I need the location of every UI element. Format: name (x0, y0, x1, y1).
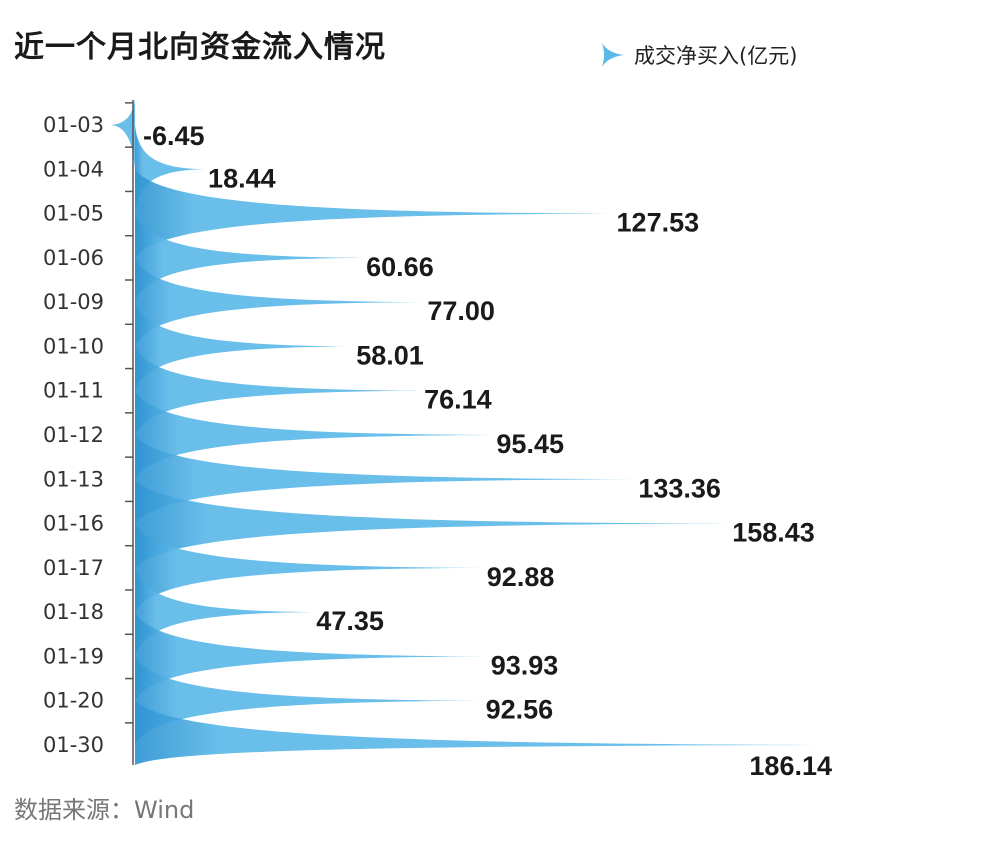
spike-group (110, 98, 832, 765)
tick-label-01-17: 01-17 (43, 556, 104, 580)
data-label-01-06: 60.66 (366, 252, 434, 282)
tick-label-01-13: 01-13 (43, 467, 104, 491)
data-label-01-04: 18.44 (208, 163, 276, 193)
tick-label-01-03: 01-03 (43, 113, 104, 137)
bar-01-20 (135, 656, 482, 745)
data-label-01-03: -6.45 (143, 121, 205, 151)
bar-01-13 (135, 435, 635, 524)
tick-label-01-19: 01-19 (43, 644, 104, 668)
bar-01-04 (135, 125, 205, 214)
bar-01-17 (135, 523, 483, 613)
bar-01-12 (135, 390, 493, 480)
bar-01-30 (135, 700, 832, 765)
data-label-01-12: 95.45 (496, 429, 564, 459)
data-label-01-05: 127.53 (617, 208, 700, 238)
bar-01-11 (135, 346, 421, 435)
data-label-01-09: 77.00 (427, 296, 495, 326)
data-label-01-30: 186.14 (749, 751, 832, 781)
data-label-01-13: 133.36 (638, 473, 721, 503)
tick-label-01-16: 01-16 (43, 512, 104, 536)
legend: 成交净买入(亿元) (600, 40, 797, 70)
bar-01-03 (110, 98, 135, 170)
tick-label-01-11: 01-11 (43, 379, 104, 403)
tick-label-01-12: 01-12 (43, 423, 104, 447)
tick-label-01-10: 01-10 (43, 334, 104, 358)
tick-label-01-06: 01-06 (43, 246, 104, 270)
bar-01-10 (135, 302, 353, 391)
tick-label-01-20: 01-20 (43, 689, 104, 713)
bar-01-09 (135, 257, 424, 347)
tick-label-01-30: 01-30 (43, 733, 104, 757)
data-label-01-11: 76.14 (424, 385, 492, 415)
tick-label-01-09: 01-09 (43, 290, 104, 314)
bar-01-16 (135, 479, 729, 568)
data-label-01-19: 93.93 (491, 650, 559, 680)
tick-label-01-04: 01-04 (43, 157, 104, 181)
tick-label-01-05: 01-05 (43, 202, 104, 226)
chart-title: 近一个月北向资金流入情况 (14, 30, 386, 65)
legend-label: 成交净买入(亿元) (634, 44, 798, 68)
data-label-01-17: 92.88 (487, 562, 555, 592)
data-label-01-18: 47.35 (316, 606, 384, 636)
bar-01-05 (135, 169, 613, 258)
source-note: 数据来源：Wind (14, 796, 195, 824)
data-label-01-16: 158.43 (732, 518, 815, 548)
bar-01-06 (135, 213, 363, 303)
data-label-01-20: 92.56 (486, 695, 554, 725)
tick-label-01-18: 01-18 (43, 600, 104, 624)
bar-01-18 (135, 567, 313, 657)
bar-01-19 (135, 612, 487, 701)
data-label-01-10: 58.01 (356, 340, 424, 370)
legend-swatch-icon (602, 43, 624, 67)
